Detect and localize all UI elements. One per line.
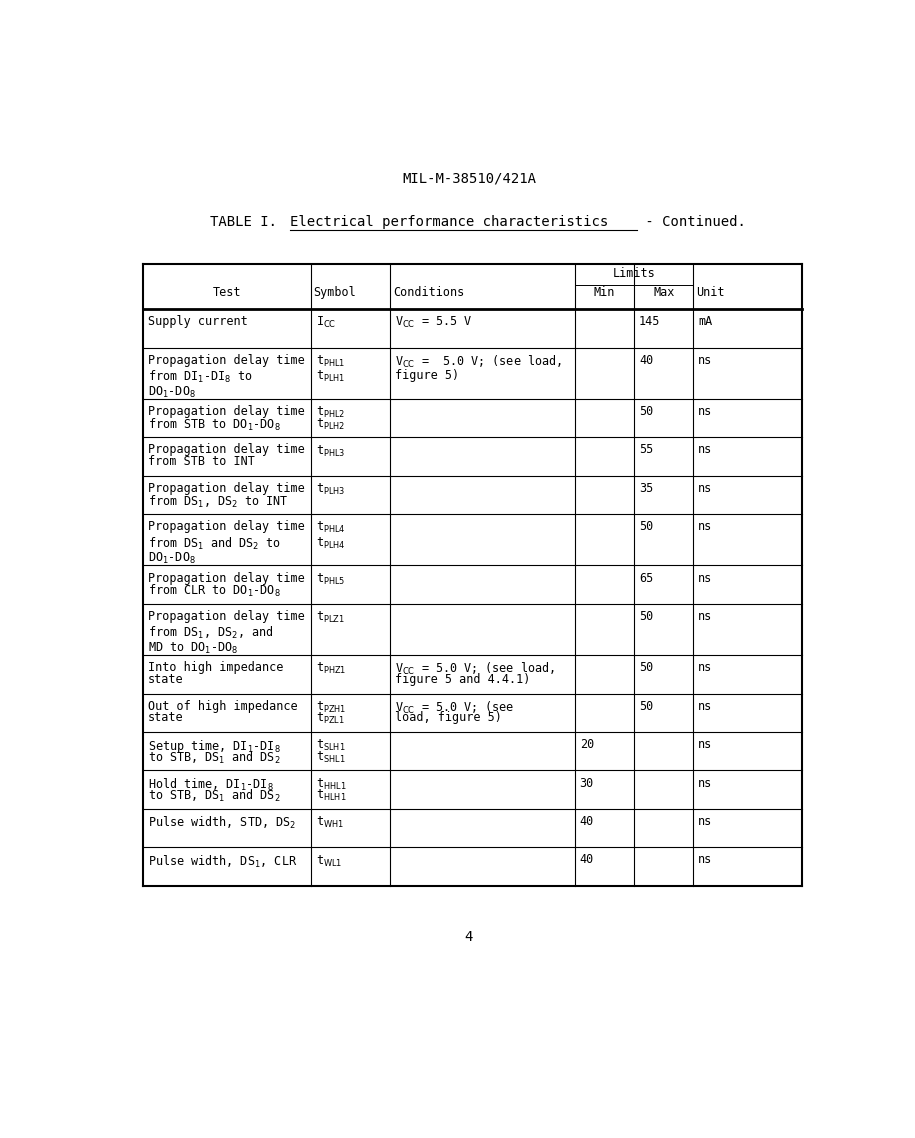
Text: ns: ns xyxy=(698,815,713,828)
Text: Min: Min xyxy=(594,287,615,299)
Text: t$_{\mathrm{PHL1}}$: t$_{\mathrm{PHL1}}$ xyxy=(316,354,345,369)
Text: Max: Max xyxy=(653,287,674,299)
Text: state: state xyxy=(147,673,183,686)
Text: ns: ns xyxy=(698,354,713,366)
Text: Conditions: Conditions xyxy=(393,287,464,299)
Text: from DI$_1$-DI$_8$ to: from DI$_1$-DI$_8$ to xyxy=(147,369,253,386)
Text: V$_{\mathrm{CC}}$ = 5.5 V: V$_{\mathrm{CC}}$ = 5.5 V xyxy=(395,315,472,330)
Text: Into high impedance: Into high impedance xyxy=(147,661,283,674)
Text: t$_{\mathrm{PHL5}}$: t$_{\mathrm{PHL5}}$ xyxy=(316,571,345,587)
Text: ns: ns xyxy=(698,776,713,790)
Text: TABLE I.: TABLE I. xyxy=(210,215,277,230)
Text: from STB to INT: from STB to INT xyxy=(147,455,254,468)
Text: figure 5): figure 5) xyxy=(395,369,459,382)
Text: ns: ns xyxy=(698,854,713,866)
Text: t$_{\mathrm{PLZ1}}$: t$_{\mathrm{PLZ1}}$ xyxy=(316,610,345,625)
Text: t$_{\mathrm{PHZ1}}$: t$_{\mathrm{PHZ1}}$ xyxy=(316,661,347,676)
Text: state: state xyxy=(147,711,183,724)
Text: I$_{\mathrm{CC}}$: I$_{\mathrm{CC}}$ xyxy=(316,315,336,330)
Text: 4: 4 xyxy=(465,930,473,943)
Text: 35: 35 xyxy=(639,481,653,495)
Text: ns: ns xyxy=(698,661,713,674)
Text: mA: mA xyxy=(698,315,713,329)
Text: Hold time, DI$_1$-DI$_8$: Hold time, DI$_1$-DI$_8$ xyxy=(147,776,274,793)
Text: Supply current: Supply current xyxy=(147,315,247,329)
Text: Propagation delay time: Propagation delay time xyxy=(147,571,305,585)
Text: figure 5 and 4.4.1): figure 5 and 4.4.1) xyxy=(395,673,531,686)
Text: Out of high impedance: Out of high impedance xyxy=(147,700,297,712)
Text: MD to DO$_1$-DO$_8$: MD to DO$_1$-DO$_8$ xyxy=(147,641,238,655)
Text: Propagation delay time: Propagation delay time xyxy=(147,520,305,534)
Text: t$_{\mathrm{PHL4}}$: t$_{\mathrm{PHL4}}$ xyxy=(316,520,346,535)
Text: 145: 145 xyxy=(639,315,661,329)
Text: t$_{\mathrm{PHL2}}$: t$_{\mathrm{PHL2}}$ xyxy=(316,405,345,420)
Text: 40: 40 xyxy=(580,854,594,866)
Text: Symbol: Symbol xyxy=(314,287,357,299)
Text: ns: ns xyxy=(698,739,713,751)
Text: from DS$_1$, DS$_2$, and: from DS$_1$, DS$_2$, and xyxy=(147,626,274,642)
Text: load, figure 5): load, figure 5) xyxy=(395,711,502,724)
Text: Propagation delay time: Propagation delay time xyxy=(147,405,305,418)
Text: ns: ns xyxy=(698,481,713,495)
Text: ns: ns xyxy=(698,610,713,622)
Text: from DS$_1$, DS$_2$ to INT: from DS$_1$, DS$_2$ to INT xyxy=(147,494,288,510)
Text: Electrical performance characteristics: Electrical performance characteristics xyxy=(290,215,608,230)
Text: t$_{\mathrm{WH1}}$: t$_{\mathrm{WH1}}$ xyxy=(316,815,344,830)
Text: V$_{\mathrm{CC}}$ = 5.0 V; (see load,: V$_{\mathrm{CC}}$ = 5.0 V; (see load, xyxy=(395,661,554,677)
Text: t$_{\mathrm{HLH1}}$: t$_{\mathrm{HLH1}}$ xyxy=(316,789,347,803)
Text: Test: Test xyxy=(212,287,241,299)
Text: 30: 30 xyxy=(580,776,594,790)
Text: ns: ns xyxy=(698,444,713,456)
Text: Propagation delay time: Propagation delay time xyxy=(147,354,305,366)
Text: 50: 50 xyxy=(639,610,653,622)
Text: 50: 50 xyxy=(639,405,653,418)
Text: 55: 55 xyxy=(639,444,653,456)
Text: t$_{\mathrm{PLH1}}$: t$_{\mathrm{PLH1}}$ xyxy=(316,369,345,385)
Text: ns: ns xyxy=(698,571,713,585)
Text: 65: 65 xyxy=(639,571,653,585)
Text: Limits: Limits xyxy=(613,267,655,280)
Text: V$_{\mathrm{CC}}$ = 5.0 V; (see: V$_{\mathrm{CC}}$ = 5.0 V; (see xyxy=(395,700,514,716)
Text: t$_{\mathrm{SHL1}}$: t$_{\mathrm{SHL1}}$ xyxy=(316,750,346,765)
Text: ns: ns xyxy=(698,520,713,534)
Text: to STB, DS$_1$ and DS$_2$: to STB, DS$_1$ and DS$_2$ xyxy=(147,789,280,805)
Text: 50: 50 xyxy=(639,661,653,674)
Text: MIL-M-38510/421A: MIL-M-38510/421A xyxy=(402,172,536,185)
Text: - Continued.: - Continued. xyxy=(637,215,746,230)
Text: ns: ns xyxy=(698,405,713,418)
Text: Propagation delay time: Propagation delay time xyxy=(147,481,305,495)
Text: DO$_1$-DO$_8$: DO$_1$-DO$_8$ xyxy=(147,385,196,399)
Text: 50: 50 xyxy=(639,520,653,534)
Text: 50: 50 xyxy=(639,700,653,712)
Text: from STB to DO$_1$-DO$_8$: from STB to DO$_1$-DO$_8$ xyxy=(147,417,280,432)
Text: from CLR to DO$_1$-DO$_8$: from CLR to DO$_1$-DO$_8$ xyxy=(147,583,280,600)
Text: t$_{\mathrm{PZL1}}$: t$_{\mathrm{PZL1}}$ xyxy=(316,711,345,726)
Text: Pulse width, DS$_1$, CLR: Pulse width, DS$_1$, CLR xyxy=(147,854,297,869)
Text: ns: ns xyxy=(698,700,713,712)
Text: t$_{\mathrm{PHL3}}$: t$_{\mathrm{PHL3}}$ xyxy=(316,444,345,459)
Text: from DS$_1$ and DS$_2$ to: from DS$_1$ and DS$_2$ to xyxy=(147,536,281,552)
Text: t$_{\mathrm{HHL1}}$: t$_{\mathrm{HHL1}}$ xyxy=(316,776,347,792)
Text: 20: 20 xyxy=(580,739,594,751)
Text: t$_{\mathrm{SLH1}}$: t$_{\mathrm{SLH1}}$ xyxy=(316,739,346,753)
Text: t$_{\mathrm{PLH4}}$: t$_{\mathrm{PLH4}}$ xyxy=(316,536,346,551)
Text: t$_{\mathrm{WL1}}$: t$_{\mathrm{WL1}}$ xyxy=(316,854,342,868)
Text: 40: 40 xyxy=(639,354,653,366)
Text: t$_{\mathrm{PLH3}}$: t$_{\mathrm{PLH3}}$ xyxy=(316,481,345,497)
Text: Propagation delay time: Propagation delay time xyxy=(147,610,305,622)
Text: Unit: Unit xyxy=(696,287,725,299)
Text: DO$_1$-DO$_8$: DO$_1$-DO$_8$ xyxy=(147,551,196,567)
Text: V$_{\mathrm{CC}}$ =  5.0 V; (see load,: V$_{\mathrm{CC}}$ = 5.0 V; (see load, xyxy=(395,354,562,370)
Text: Propagation delay time: Propagation delay time xyxy=(147,444,305,456)
Text: Setup time, DI$_1$-DI$_8$: Setup time, DI$_1$-DI$_8$ xyxy=(147,739,280,756)
Text: t$_{\mathrm{PLH2}}$: t$_{\mathrm{PLH2}}$ xyxy=(316,417,345,431)
Text: to STB, DS$_1$ and DS$_2$: to STB, DS$_1$ and DS$_2$ xyxy=(147,750,280,766)
Text: t$_{\mathrm{PZH1}}$: t$_{\mathrm{PZH1}}$ xyxy=(316,700,347,715)
Text: Pulse width, STD, DS$_2$: Pulse width, STD, DS$_2$ xyxy=(147,815,296,831)
Text: 40: 40 xyxy=(580,815,594,828)
